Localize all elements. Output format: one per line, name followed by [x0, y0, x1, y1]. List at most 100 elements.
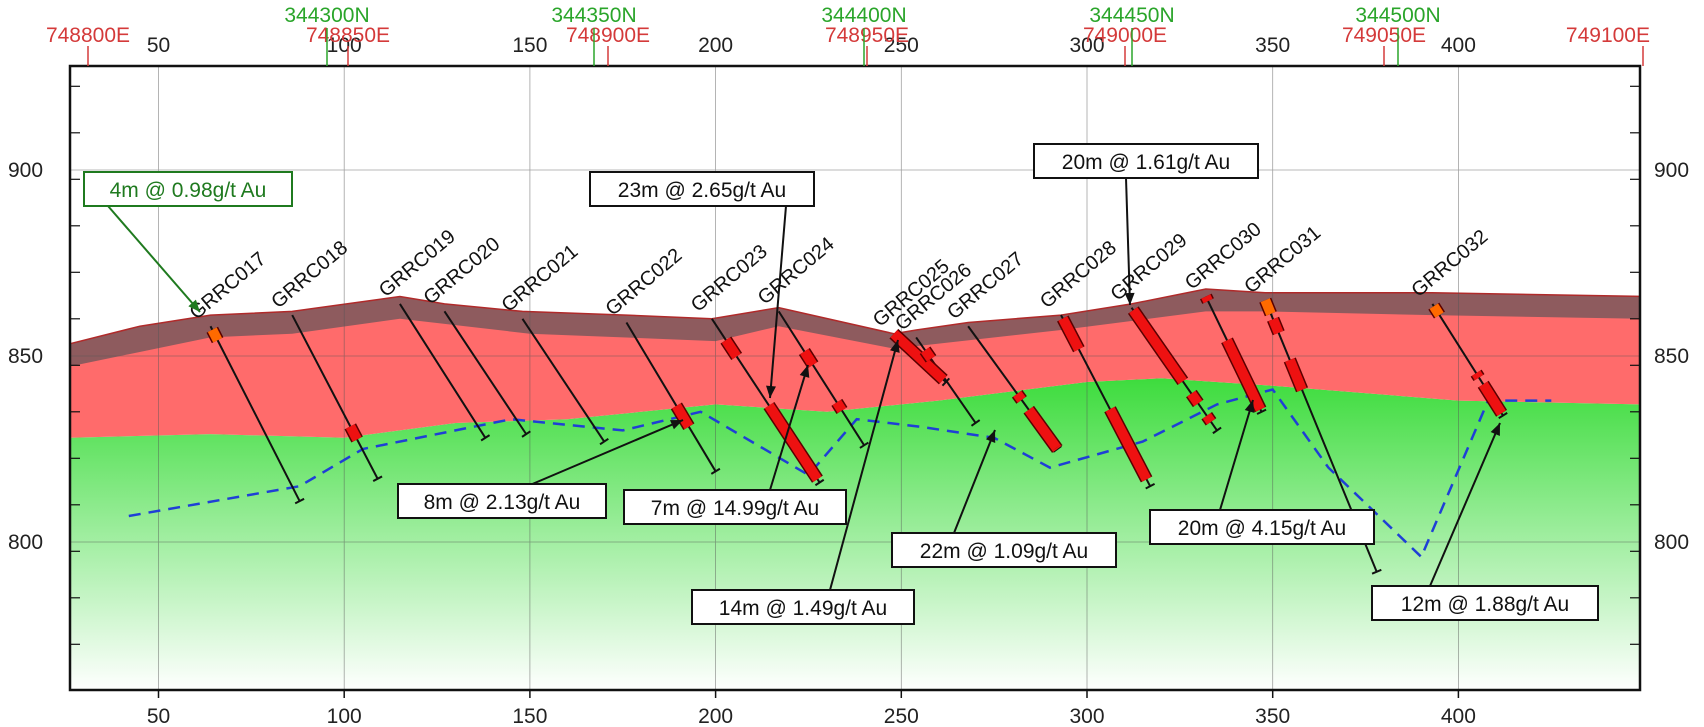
intercept-interval — [764, 402, 822, 482]
intercept-callouts: 4m @ 0.98g/t Au 23m @ 2.65g/t Au 20m @ 1.6… — [83, 143, 1599, 625]
hole-end-tick — [372, 475, 383, 482]
callout-label: 20m @ 1.61g/t Au — [1062, 151, 1230, 174]
drill-trace — [443, 310, 528, 435]
intercept-interval — [920, 347, 936, 362]
x-tick-label-bottom: 200 — [698, 705, 733, 727]
intercept-interval — [1105, 406, 1152, 482]
intercept-callout: 20m @ 1.61g/t Au — [1033, 143, 1259, 306]
intercept-interval — [1478, 381, 1506, 416]
intercept-interval — [1471, 370, 1484, 381]
callout-label: 20m @ 4.15g/t Au — [1178, 517, 1346, 540]
intercept-callout: 12m @ 1.88g/t Au — [1371, 422, 1599, 621]
hole-end-tick — [599, 437, 609, 446]
x-tick-label-top: 350 — [1255, 34, 1290, 57]
x-tick-label-top: 200 — [698, 34, 733, 57]
intercept-interval — [1201, 294, 1213, 304]
intercept-interval — [207, 327, 223, 343]
x-tick-label-top: 300 — [1069, 34, 1104, 57]
callout-arrow — [829, 339, 899, 591]
drill-trace — [521, 318, 606, 443]
x-tick-label-bottom: 350 — [1255, 705, 1290, 727]
drill-trace — [209, 325, 301, 502]
northing-label: 344400N — [821, 4, 906, 27]
intercept-interval — [1052, 444, 1062, 452]
callout-box — [891, 532, 1117, 568]
intercept-interval — [672, 403, 694, 430]
callout-arrowhead — [799, 365, 810, 378]
easting-label: 748900E — [566, 24, 650, 47]
x-tick-label-top: 150 — [512, 34, 547, 57]
callout-label: 22m @ 1.09g/t Au — [920, 540, 1088, 563]
x-tick-label-top: 100 — [327, 34, 362, 57]
intercept-interval — [345, 424, 362, 442]
intercept-callout: 8m @ 2.13g/t Au — [397, 419, 684, 519]
callout-box — [1149, 509, 1375, 545]
intercept-interval — [1285, 358, 1307, 392]
easting-label: 748950E — [825, 24, 909, 47]
hole-label: GRRC021 — [498, 240, 583, 316]
y-tick-label-left: 900 — [8, 159, 43, 182]
y-tick-label-right: 800 — [1654, 531, 1689, 554]
easting-label: 749000E — [1083, 24, 1167, 47]
geology-layers — [70, 288, 1640, 690]
hole-end-tick — [1145, 483, 1156, 490]
hole-end-tick — [480, 434, 491, 442]
plot-frame — [68, 64, 1642, 692]
callout-box — [1033, 143, 1259, 179]
intercept-interval — [890, 330, 947, 384]
x-tick-label-bottom: 100 — [327, 705, 362, 727]
intercept-interval — [800, 348, 818, 368]
callout-label: 7m @ 14.99g/t Au — [651, 497, 819, 520]
oxide-zone — [70, 289, 1640, 367]
callout-arrowhead — [1124, 292, 1135, 305]
northing-label: 344450N — [1089, 4, 1174, 27]
callout-arrow — [769, 364, 809, 491]
easting-label: 748800E — [46, 24, 130, 47]
callout-label: 12m @ 1.88g/t Au — [1401, 593, 1569, 616]
hole-end-tick — [941, 377, 951, 387]
intercept-callout: 7m @ 14.99g/t Au — [623, 364, 847, 525]
hole-end-tick — [814, 478, 825, 487]
hole-label: GRRC028 — [1036, 237, 1121, 313]
callout-label: 23m @ 2.65g/t Au — [618, 179, 786, 202]
hole-end-tick — [1212, 426, 1222, 435]
northing-label: 344500N — [1355, 4, 1440, 27]
callout-arrow — [1219, 399, 1254, 511]
callout-label: 4m @ 0.98g/t Au — [110, 179, 267, 202]
hole-end-tick — [521, 430, 531, 438]
callout-arrowhead — [890, 340, 900, 353]
callout-box — [589, 171, 815, 207]
hole-end-tick — [859, 441, 869, 449]
x-tick-label-bottom: 300 — [1069, 705, 1104, 727]
y-tick-label-left: 800 — [8, 531, 43, 554]
intercept-interval — [1129, 307, 1187, 385]
intercept-interval — [1013, 390, 1026, 403]
drill-trace — [777, 310, 866, 446]
intercept-callout: 22m @ 1.09g/t Au — [891, 429, 1117, 568]
callout-arrow — [1429, 422, 1501, 587]
base-of-mineralisation-line — [128, 388, 1552, 560]
hole-end-tick — [1371, 568, 1382, 575]
intercept-interval — [1202, 412, 1216, 425]
callout-arrowhead — [985, 430, 996, 443]
intercept-interval — [1058, 316, 1084, 352]
callout-arrow — [769, 205, 787, 399]
callout-arrowhead — [670, 420, 683, 430]
northing-label: 344300N — [284, 4, 369, 27]
x-tick-label-bottom: 250 — [884, 705, 919, 727]
hole-label: GRRC023 — [687, 240, 772, 316]
callout-box — [1371, 585, 1599, 621]
callout-arrowhead — [1490, 423, 1500, 436]
intercept-interval — [1260, 298, 1276, 316]
callout-arrow — [1125, 177, 1131, 306]
hole-end-tick — [1498, 412, 1508, 420]
intercept-interval — [721, 337, 741, 360]
intercept-callout: 23m @ 2.65g/t Au — [589, 171, 815, 399]
fresh-rock-zone — [70, 378, 1640, 690]
y-tick-label-right: 900 — [1654, 159, 1689, 182]
y-tick-label-left: 850 — [8, 345, 43, 368]
callout-box — [623, 489, 847, 525]
callout-arrowhead — [766, 385, 776, 398]
drill-trace — [291, 314, 379, 480]
